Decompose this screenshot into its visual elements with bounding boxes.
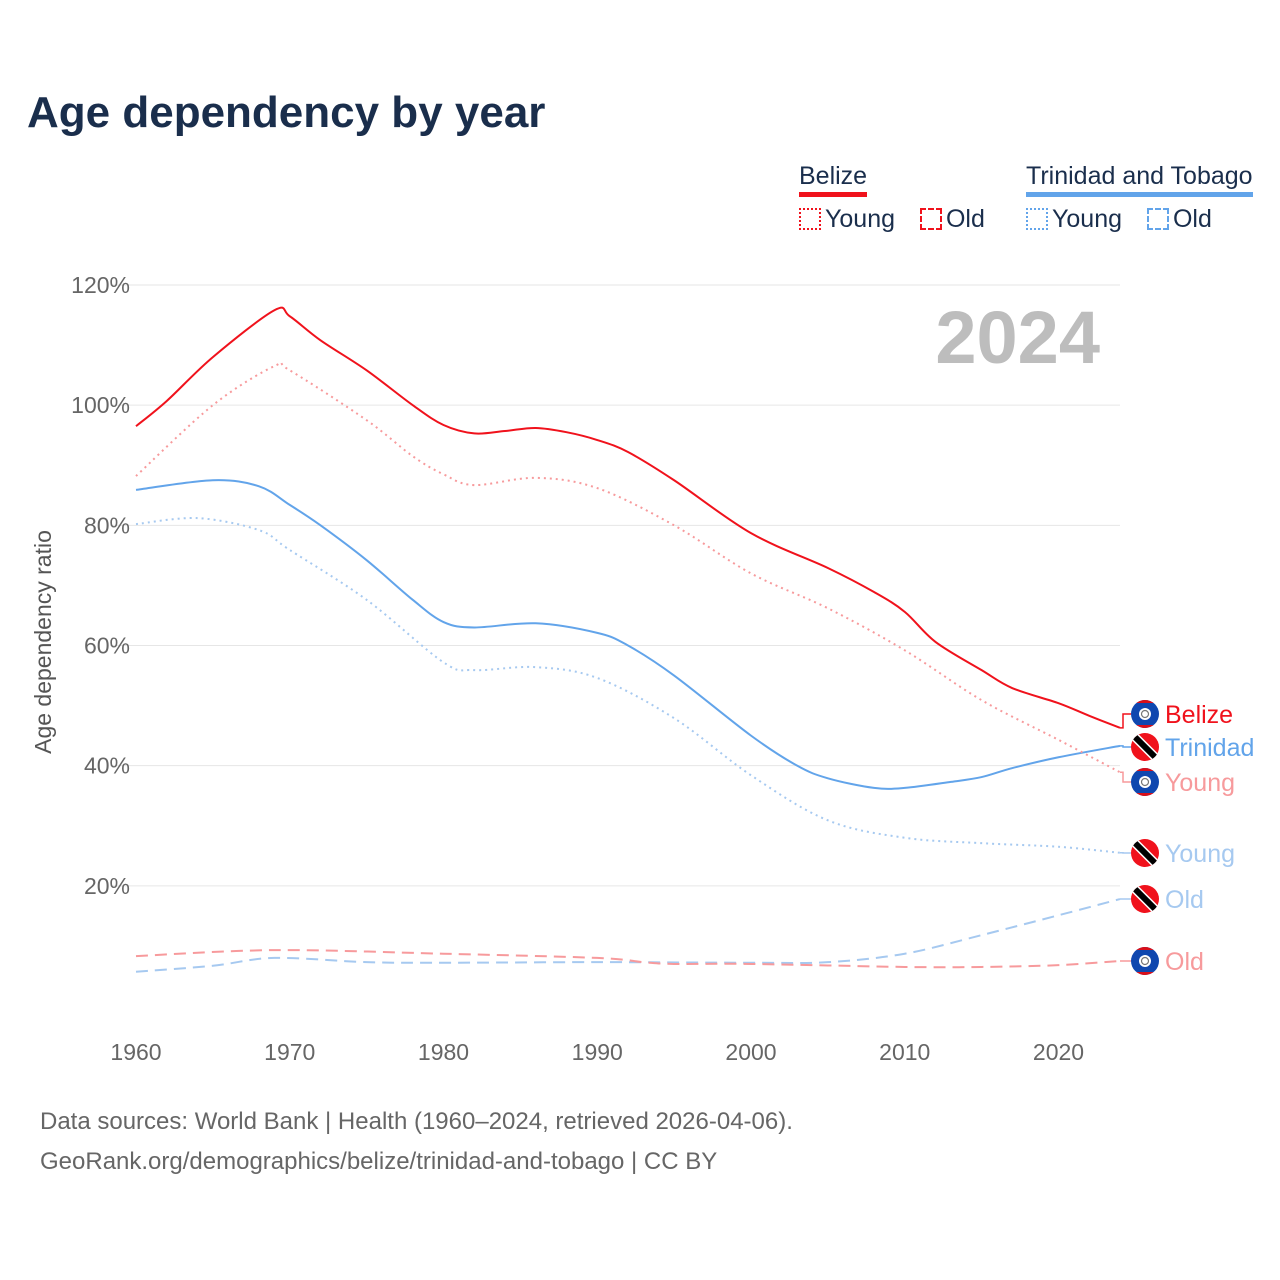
- y-tick-label: 60%: [84, 633, 130, 659]
- belize-flag-icon: [1131, 947, 1159, 975]
- y-axis-label: Age dependency ratio: [30, 530, 56, 754]
- dotted-swatch-icon: [1026, 208, 1048, 230]
- x-tick-label: 1980: [418, 1039, 469, 1065]
- series-line-belize-young: [135, 361, 1121, 774]
- legend-group-trinidad: Trinidad and Tobago Young Old: [1026, 162, 1253, 234]
- label-connector: [1120, 745, 1131, 748]
- legend-item-belize-old[interactable]: Old: [919, 205, 985, 233]
- belize-flag-icon: [1131, 700, 1159, 728]
- series-end-label: Old: [1165, 948, 1204, 976]
- legend-label: Young: [825, 205, 895, 233]
- trinidad-flag-icon: [1131, 839, 1159, 867]
- dashed-swatch-icon: [1146, 208, 1169, 230]
- series-end-label: Trinidad: [1165, 734, 1254, 762]
- series-end-label: Young: [1165, 840, 1235, 868]
- year-badge: 2024: [935, 296, 1100, 379]
- belize-flag-icon: [1131, 768, 1159, 796]
- dashed-swatch-icon: [919, 208, 942, 230]
- legend-country-trinidad[interactable]: Trinidad and Tobago: [1026, 162, 1253, 197]
- y-tick-label: 120%: [71, 272, 130, 298]
- legend-group-belize: Belize Young Old: [799, 162, 1003, 234]
- x-tick-label: 1990: [572, 1039, 623, 1065]
- series-end-label: Young: [1165, 769, 1235, 797]
- series-line-trinidad-and-tobago: [135, 479, 1121, 790]
- y-tick-label: 100%: [71, 392, 130, 418]
- y-tick-label: 80%: [84, 512, 130, 538]
- y-tick-label: 40%: [84, 753, 130, 779]
- legend-item-trinidad-old[interactable]: Old: [1146, 205, 1212, 233]
- trinidad-flag-icon: [1131, 733, 1159, 761]
- legend-label: Young: [1052, 205, 1122, 233]
- label-connector: [1120, 771, 1131, 783]
- x-tick-label: 2020: [1033, 1039, 1084, 1065]
- footer-sources: Data sources: World Bank | Health (1960–…: [40, 1108, 793, 1135]
- chart-title: Age dependency by year: [27, 88, 546, 137]
- x-tick-label: 1960: [110, 1039, 161, 1065]
- series-line-belize: [135, 306, 1121, 729]
- series-end-label: Old: [1165, 886, 1204, 914]
- legend-item-belize-young[interactable]: Young: [799, 205, 895, 233]
- label-connector: [1120, 713, 1131, 729]
- series-line-belize-old: [135, 949, 1121, 969]
- series-line-trinidad-and-tobago-young: [135, 517, 1121, 854]
- series-end-label: Belize: [1165, 701, 1233, 729]
- legend-label: Old: [945, 205, 985, 233]
- dotted-swatch-icon: [799, 208, 821, 230]
- y-tick-label: 20%: [84, 873, 130, 899]
- legend-country-belize[interactable]: Belize: [799, 162, 868, 197]
- series-line-trinidad-and-tobago-old: [135, 898, 1121, 973]
- footer-link[interactable]: GeoRank.org/demographics/belize/trinidad…: [40, 1148, 718, 1175]
- x-tick-label: 2010: [879, 1039, 930, 1065]
- trinidad-flag-icon: [1131, 885, 1159, 913]
- legend-label: Old: [1172, 205, 1212, 233]
- legend-item-trinidad-young[interactable]: Young: [1026, 205, 1122, 233]
- x-tick-label: 1970: [264, 1039, 315, 1065]
- x-tick-label: 2000: [725, 1039, 776, 1065]
